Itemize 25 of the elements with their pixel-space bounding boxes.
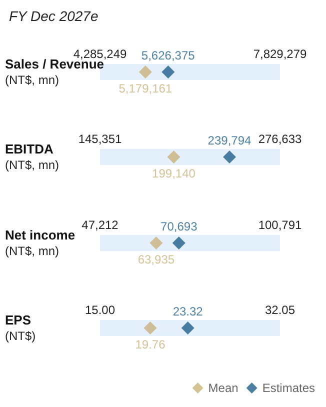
- legend-label: Mean: [208, 381, 238, 395]
- x-tick-label: 15.00: [84, 303, 116, 317]
- data-label: 19.76: [135, 338, 166, 352]
- y-axis-title: (NT$): [5, 329, 36, 343]
- y-tick-label: EPS: [5, 312, 32, 328]
- x-tick-label: 47,212: [82, 218, 119, 232]
- data-label: 63,935: [138, 252, 175, 266]
- y-tick-label: Net income: [5, 228, 76, 242]
- data-label: 239,794: [208, 134, 252, 148]
- legend-label: Estimates: [262, 381, 316, 395]
- data-label: 5,179,161: [118, 82, 172, 96]
- data-label: 5,626,375: [141, 48, 196, 62]
- y-axis-title: (NT$, mn): [5, 244, 60, 258]
- x-tick-label: 100,791: [258, 218, 302, 232]
- data-label: 23.32: [172, 304, 204, 318]
- data-label: 70,693: [160, 220, 198, 234]
- x-tick-label: 276,633: [258, 132, 302, 146]
- y-axis-title: (NT$, mn): [5, 73, 60, 87]
- chart-title: FY Dec 2027e: [9, 8, 98, 24]
- y-tick-label: EBITDA: [5, 142, 54, 156]
- x-tick-label: 32.05: [264, 303, 296, 317]
- x-tick-label: 7,829,279: [253, 47, 308, 61]
- data-label: 199,140: [152, 166, 196, 180]
- x-tick-label: 145,351: [78, 132, 122, 146]
- y-axis-title: (NT$, mn): [5, 158, 60, 172]
